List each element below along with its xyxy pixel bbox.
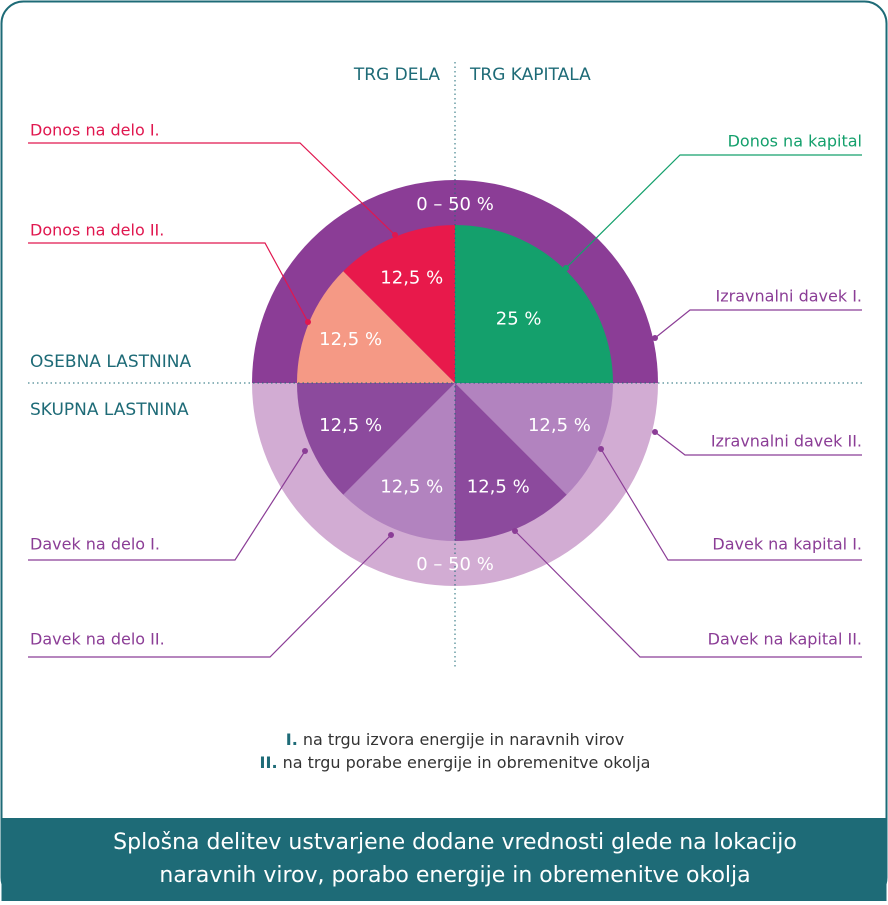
callout-line [514, 530, 862, 658]
callout-dot [302, 448, 308, 454]
callout-label: Izravnalni davek I. [716, 287, 862, 306]
legend-line: II. na trgu porabe energije in obremenit… [260, 753, 651, 772]
callout-dot [652, 429, 658, 435]
segment [343, 225, 455, 383]
callout-dot [598, 446, 604, 452]
callout-line [28, 142, 396, 236]
callout-line [565, 154, 862, 269]
pie: 25 % 12,5 % 12,5 % 12,5 % 12,5 % 12,5 % 12,5 % [297, 225, 613, 541]
segment-label: 25 % [496, 308, 542, 329]
segment-label: 12,5 % [319, 415, 382, 436]
callout-line [600, 448, 862, 561]
callout-label: Davek na kapital I. [712, 535, 862, 554]
segment-label: 12,5 % [467, 476, 530, 497]
callout-label: Donos na kapital [728, 132, 862, 151]
row-top: OSEBNA LASTNINA [30, 352, 191, 372]
caption-bar [1, 818, 887, 901]
callout-dot [388, 532, 394, 538]
legend-text: na trgu porabe energije in obremenitve o… [283, 753, 651, 772]
callout-line [28, 242, 309, 323]
segment [297, 383, 455, 495]
callout-label: Donos na delo II. [30, 221, 164, 240]
callout-label: Donos na delo I. [30, 121, 160, 140]
legend-key: I. [286, 730, 298, 749]
legend-line: I. na trgu izvora energije in naravnih v… [286, 730, 624, 749]
callout-dot [512, 528, 518, 534]
callout-label: Davek na delo II. [30, 630, 165, 649]
caption: naravnih virov, porabo energije in obrem… [159, 863, 750, 888]
segment-label: 12,5 % [380, 268, 443, 289]
callout-dot [392, 232, 398, 238]
ring-top-label: 0 – 50 % [416, 194, 494, 215]
legend-key: II. [260, 753, 278, 772]
callout-line [654, 309, 862, 339]
callouts: Donos na delo I. Donos na delo II. Donos n… [28, 121, 862, 658]
callout-line [654, 431, 862, 456]
segment [343, 383, 455, 541]
header-left: TRG DELA [353, 65, 440, 85]
segment [455, 383, 567, 541]
segment-label: 12,5 % [319, 329, 382, 350]
segment [455, 225, 613, 383]
callout-dot [652, 335, 658, 341]
callout-label: Davek na kapital II. [708, 630, 862, 649]
segment-label: 12,5 % [528, 415, 591, 436]
callout-dot [305, 319, 311, 325]
legend-text: na trgu izvora energije in naravnih viro… [303, 730, 624, 749]
header-right: TRG KAPITALA [469, 65, 591, 85]
ring-bottom-label: 0 – 50 % [416, 554, 494, 575]
callout-line [28, 450, 306, 561]
callout-line [28, 534, 392, 658]
callout-dot [563, 265, 569, 271]
segment [297, 271, 455, 383]
segment-label: 12,5 % [380, 476, 443, 497]
caption: Splošna delitev ustvarjene dodane vredno… [113, 830, 797, 855]
row-bottom: SKUPNA LASTNINA [30, 400, 189, 420]
callout-label: Izravnalni davek II. [711, 432, 862, 451]
segment [455, 383, 613, 495]
callout-label: Davek na delo I. [30, 535, 160, 554]
